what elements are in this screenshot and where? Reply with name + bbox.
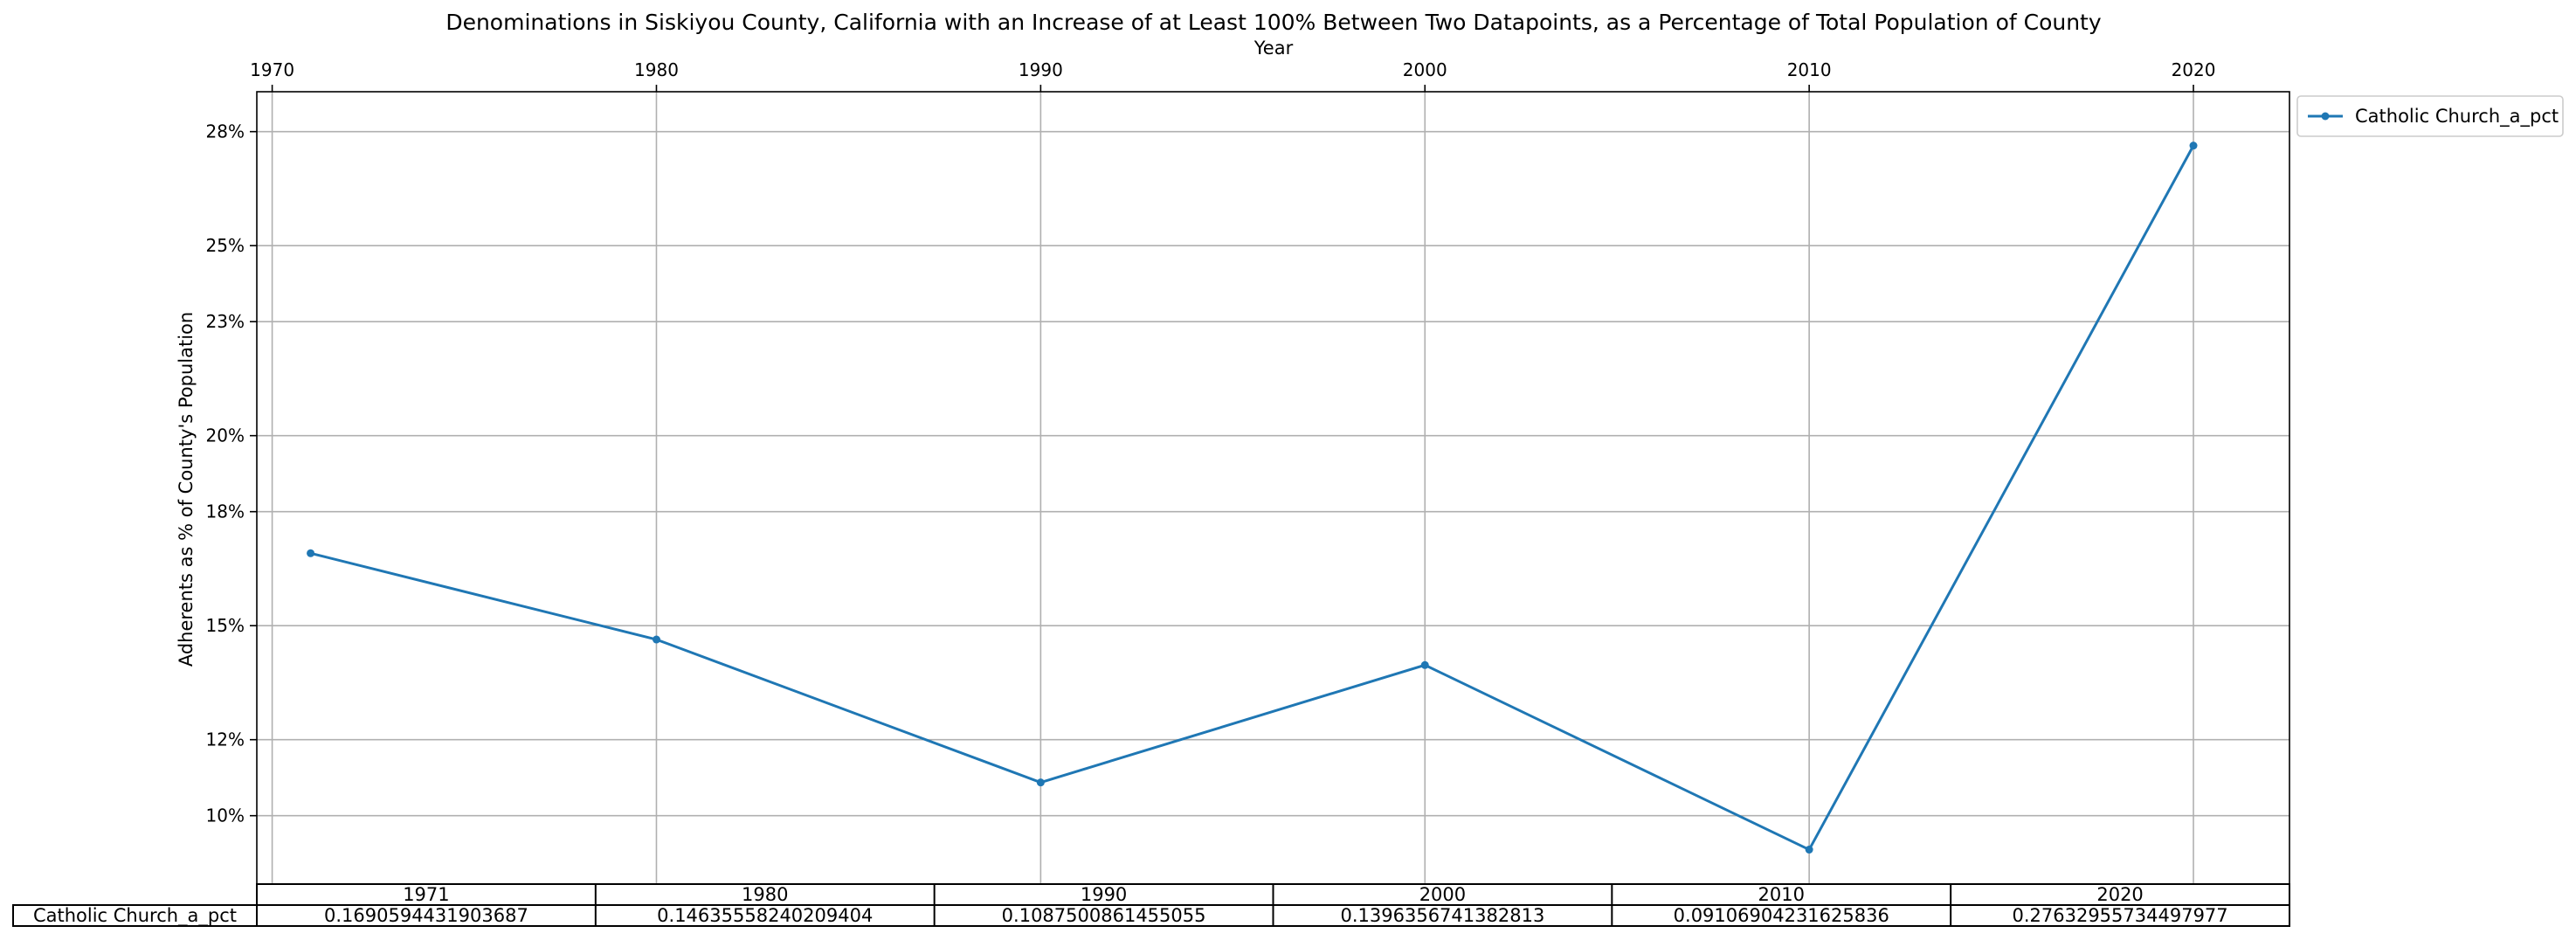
y-tick-label: 10% — [206, 805, 245, 826]
table-row-label-cell — [12, 904, 258, 927]
x-tick-label: 1990 — [1019, 59, 1063, 80]
table-value-cell: 0.14635558240209404 — [657, 905, 873, 926]
series-layer — [307, 142, 2198, 854]
legend: Catholic Church_a_pct — [2296, 95, 2564, 137]
table-value-cell: 0.1396356741382813 — [1341, 905, 1545, 926]
y-ticks: 10% 12% 15% 18% 20% 23% 25% 28% — [206, 121, 257, 826]
x-tick-label: 1970 — [250, 59, 294, 80]
y-tick-label: 23% — [206, 311, 245, 332]
data-point — [652, 635, 660, 644]
table-header-cell: 2010 — [1758, 884, 1805, 905]
data-point — [2189, 142, 2198, 150]
data-point — [1420, 660, 1429, 669]
series-line — [310, 144, 2195, 852]
data-point — [307, 549, 315, 557]
y-tick-label: 12% — [206, 729, 245, 750]
x-ticks: 1970 1980 1990 2000 2010 2020 — [250, 59, 2215, 92]
legend-box — [2296, 95, 2564, 137]
y-tick-label: 18% — [206, 501, 245, 522]
table-header-cell: 2020 — [2096, 884, 2143, 905]
y-tick-label: 28% — [206, 121, 245, 142]
x-tick-label: 1980 — [634, 59, 679, 80]
y-tick-label: 15% — [206, 615, 245, 636]
data-point — [1805, 846, 1813, 854]
data-point — [1036, 778, 1045, 787]
plot-frame — [256, 91, 2290, 885]
x-tick-label: 2000 — [1403, 59, 1447, 80]
table-row-label: Catholic Church_a_pct — [33, 905, 237, 927]
legend-label: Catholic Church_a_pct — [2355, 106, 2559, 128]
x-tick-label: 2010 — [1787, 59, 1832, 80]
data-table: 1971 1980 1990 2000 2010 2020 Catholic Church_… — [12, 883, 2290, 927]
table-header-cell: 1971 — [403, 884, 449, 905]
legend-marker — [2321, 112, 2330, 121]
y-tick-label: 25% — [206, 235, 245, 256]
x-tick-label: 2020 — [2172, 59, 2216, 80]
table-value-cell: 0.27632955734497977 — [2012, 905, 2227, 926]
table-header-cell: 1990 — [1081, 884, 1127, 905]
table-header-cell: 2000 — [1419, 884, 1466, 905]
table-value-cell: 0.1690594431903687 — [324, 905, 528, 926]
table-value-cell: 0.09106904231625836 — [1674, 905, 1889, 926]
table-value-cell: 0.1087500861455055 — [1002, 905, 1206, 926]
table-header-cell: 1980 — [742, 884, 788, 905]
chart-title: Denominations in Siskiyou County, Califo… — [445, 10, 2102, 35]
gridlines — [257, 92, 2289, 884]
y-axis-label: Adherents as % of County's Population — [176, 312, 197, 667]
y-tick-label: 20% — [206, 425, 245, 446]
x-axis-label: Year — [1253, 38, 1294, 59]
